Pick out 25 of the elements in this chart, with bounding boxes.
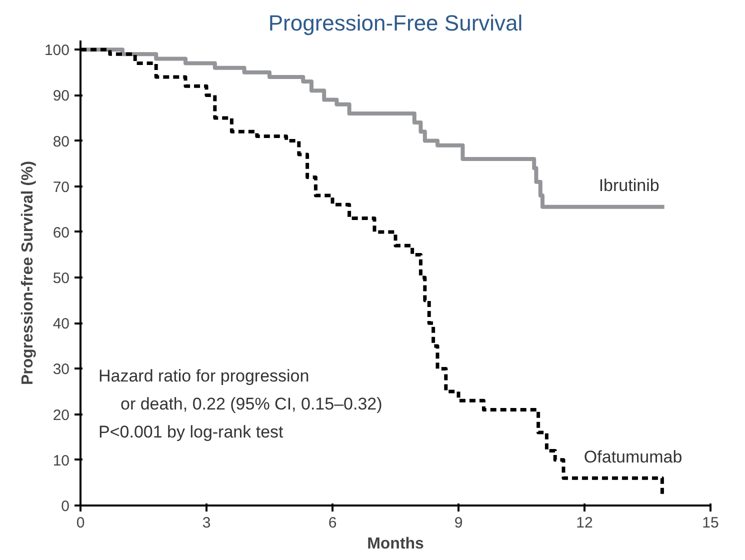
y-tick-label: 0 — [61, 498, 70, 515]
x-tick-label: 3 — [202, 514, 211, 532]
x-tick-label: 0 — [76, 514, 85, 532]
y-tick-label: 100 — [44, 42, 70, 60]
x-axis-title: Months — [367, 536, 424, 552]
y-tick-label: 30 — [52, 361, 70, 378]
y-tick-label: 50 — [52, 270, 70, 288]
x-tick-label: 15 — [702, 514, 719, 532]
y-tick-label: 90 — [52, 88, 70, 105]
y-axis-title: Progression-free Survival (%) — [19, 160, 36, 386]
annotation: or death, 0.22 (95% CI, 0.15–0.32) — [120, 394, 382, 414]
chart-title: Progression-Free Survival — [268, 10, 523, 36]
annotation: Hazard ratio for progression — [98, 366, 310, 386]
y-tick-label: 40 — [52, 316, 70, 333]
series-label: Ibrutinib — [598, 176, 660, 195]
x-tick-label: 6 — [328, 514, 337, 532]
x-tick-label: 9 — [454, 514, 463, 532]
series-label: Ofatumumab — [584, 447, 682, 466]
x-tick-label: 12 — [576, 514, 593, 532]
y-tick-label: 10 — [52, 452, 70, 470]
annotation: P<0.001 by log-rank test — [98, 422, 284, 442]
y-tick-label: 80 — [52, 133, 70, 150]
y-tick-label: 60 — [52, 224, 70, 242]
y-tick-label: 70 — [52, 178, 70, 196]
y-tick-label: 20 — [52, 406, 70, 424]
